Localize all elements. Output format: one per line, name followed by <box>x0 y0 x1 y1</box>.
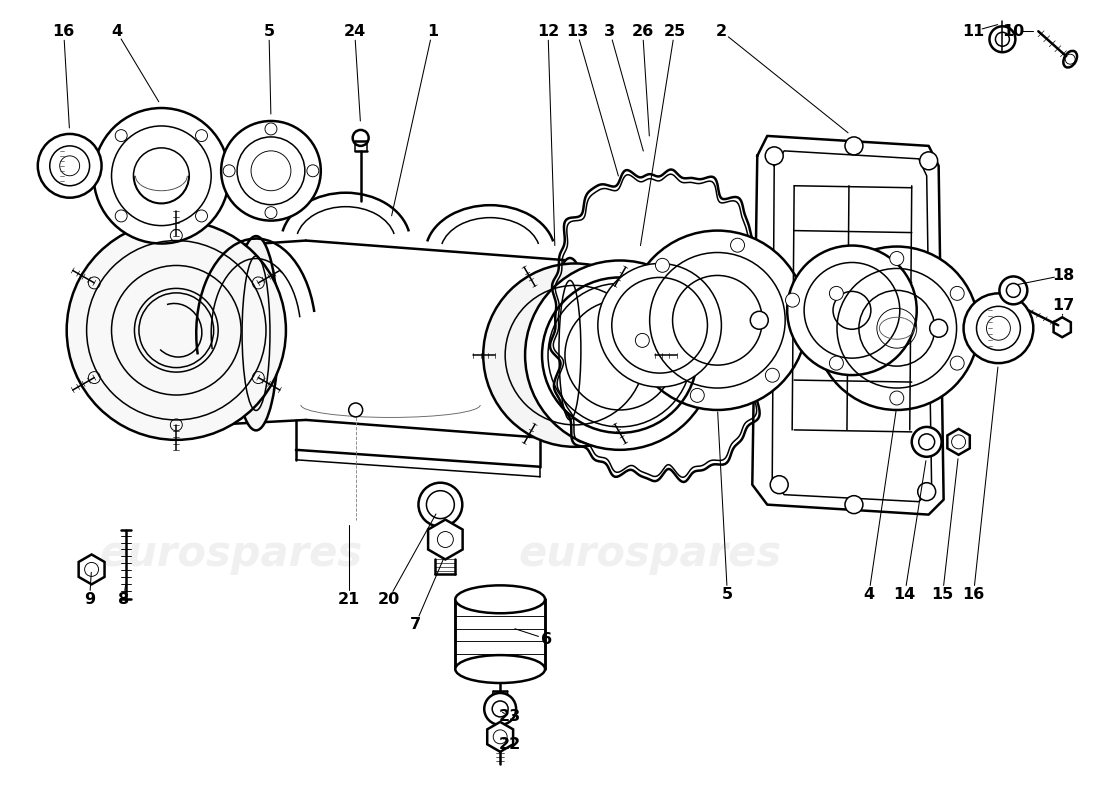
Circle shape <box>964 294 1033 363</box>
Polygon shape <box>428 519 463 559</box>
Circle shape <box>656 258 670 272</box>
Circle shape <box>770 476 789 494</box>
Text: 8: 8 <box>118 592 129 607</box>
Text: eurospares: eurospares <box>99 534 363 575</box>
Circle shape <box>1000 277 1027 304</box>
Circle shape <box>917 482 936 501</box>
Circle shape <box>785 293 800 307</box>
Circle shape <box>37 134 101 198</box>
Text: eurospares: eurospares <box>518 534 781 575</box>
Text: 3: 3 <box>604 24 615 38</box>
Polygon shape <box>487 722 513 752</box>
Text: 2: 2 <box>716 24 727 38</box>
Circle shape <box>484 693 516 725</box>
Circle shape <box>766 368 780 382</box>
Text: 16: 16 <box>53 24 75 38</box>
Text: 21: 21 <box>338 592 360 607</box>
Ellipse shape <box>455 655 544 683</box>
Ellipse shape <box>550 258 590 442</box>
Text: 7: 7 <box>410 617 421 632</box>
Text: 11: 11 <box>962 24 984 38</box>
Circle shape <box>815 246 979 410</box>
Text: 25: 25 <box>663 24 685 38</box>
Circle shape <box>950 286 965 300</box>
Circle shape <box>94 108 229 243</box>
Text: 10: 10 <box>1002 24 1024 38</box>
Text: 15: 15 <box>932 587 954 602</box>
Text: 22: 22 <box>499 738 521 752</box>
Circle shape <box>990 26 1015 52</box>
Circle shape <box>845 137 862 155</box>
Circle shape <box>788 246 916 375</box>
Circle shape <box>930 319 947 338</box>
Text: 23: 23 <box>499 710 521 724</box>
Text: 18: 18 <box>1052 268 1075 283</box>
Circle shape <box>418 482 462 526</box>
Circle shape <box>525 261 714 450</box>
Circle shape <box>483 263 667 447</box>
Circle shape <box>920 152 937 170</box>
Text: 4: 4 <box>111 24 122 38</box>
Circle shape <box>628 230 807 410</box>
Circle shape <box>597 263 722 387</box>
Text: 24: 24 <box>343 24 366 38</box>
Circle shape <box>730 238 745 252</box>
Text: 16: 16 <box>962 587 984 602</box>
Text: 17: 17 <box>1052 298 1075 313</box>
Circle shape <box>766 147 783 165</box>
Circle shape <box>750 311 768 330</box>
Circle shape <box>890 251 904 266</box>
Text: 9: 9 <box>84 592 96 607</box>
Circle shape <box>67 221 286 440</box>
Circle shape <box>221 121 321 221</box>
Text: 4: 4 <box>864 587 874 602</box>
Ellipse shape <box>455 586 544 614</box>
Circle shape <box>829 356 844 370</box>
Text: 1: 1 <box>427 24 438 38</box>
Text: 14: 14 <box>893 587 916 602</box>
Circle shape <box>845 496 862 514</box>
Circle shape <box>636 334 649 347</box>
Circle shape <box>912 427 942 457</box>
Text: 12: 12 <box>537 24 559 38</box>
Polygon shape <box>79 554 104 584</box>
Circle shape <box>829 286 844 300</box>
Circle shape <box>691 388 704 402</box>
Text: 20: 20 <box>377 592 399 607</box>
Text: 5: 5 <box>722 587 733 602</box>
Circle shape <box>950 356 965 370</box>
Circle shape <box>890 391 904 405</box>
Text: 13: 13 <box>565 24 588 38</box>
Text: 5: 5 <box>263 24 275 38</box>
Text: 26: 26 <box>631 24 653 38</box>
Text: 6: 6 <box>541 632 552 646</box>
Ellipse shape <box>233 236 278 430</box>
Polygon shape <box>947 429 970 455</box>
